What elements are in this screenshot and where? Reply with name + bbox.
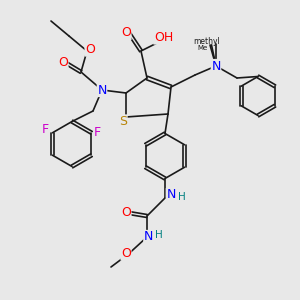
Text: O: O — [85, 43, 95, 56]
Text: S: S — [119, 115, 127, 128]
Text: methyl: methyl — [194, 38, 220, 46]
Text: O: O — [58, 56, 68, 70]
Text: O: O — [121, 206, 131, 220]
Text: F: F — [94, 126, 101, 139]
Text: N: N — [166, 188, 176, 202]
Text: N: N — [144, 230, 153, 244]
Text: OH: OH — [154, 31, 173, 44]
Text: H: H — [178, 191, 185, 202]
Text: Me: Me — [197, 45, 208, 51]
Text: O: O — [121, 26, 131, 40]
Text: N: N — [97, 83, 107, 97]
Text: N: N — [211, 59, 221, 73]
Text: O: O — [121, 247, 131, 260]
Text: F: F — [41, 123, 49, 136]
Text: methyl: methyl — [203, 45, 208, 46]
Text: H: H — [155, 230, 163, 241]
